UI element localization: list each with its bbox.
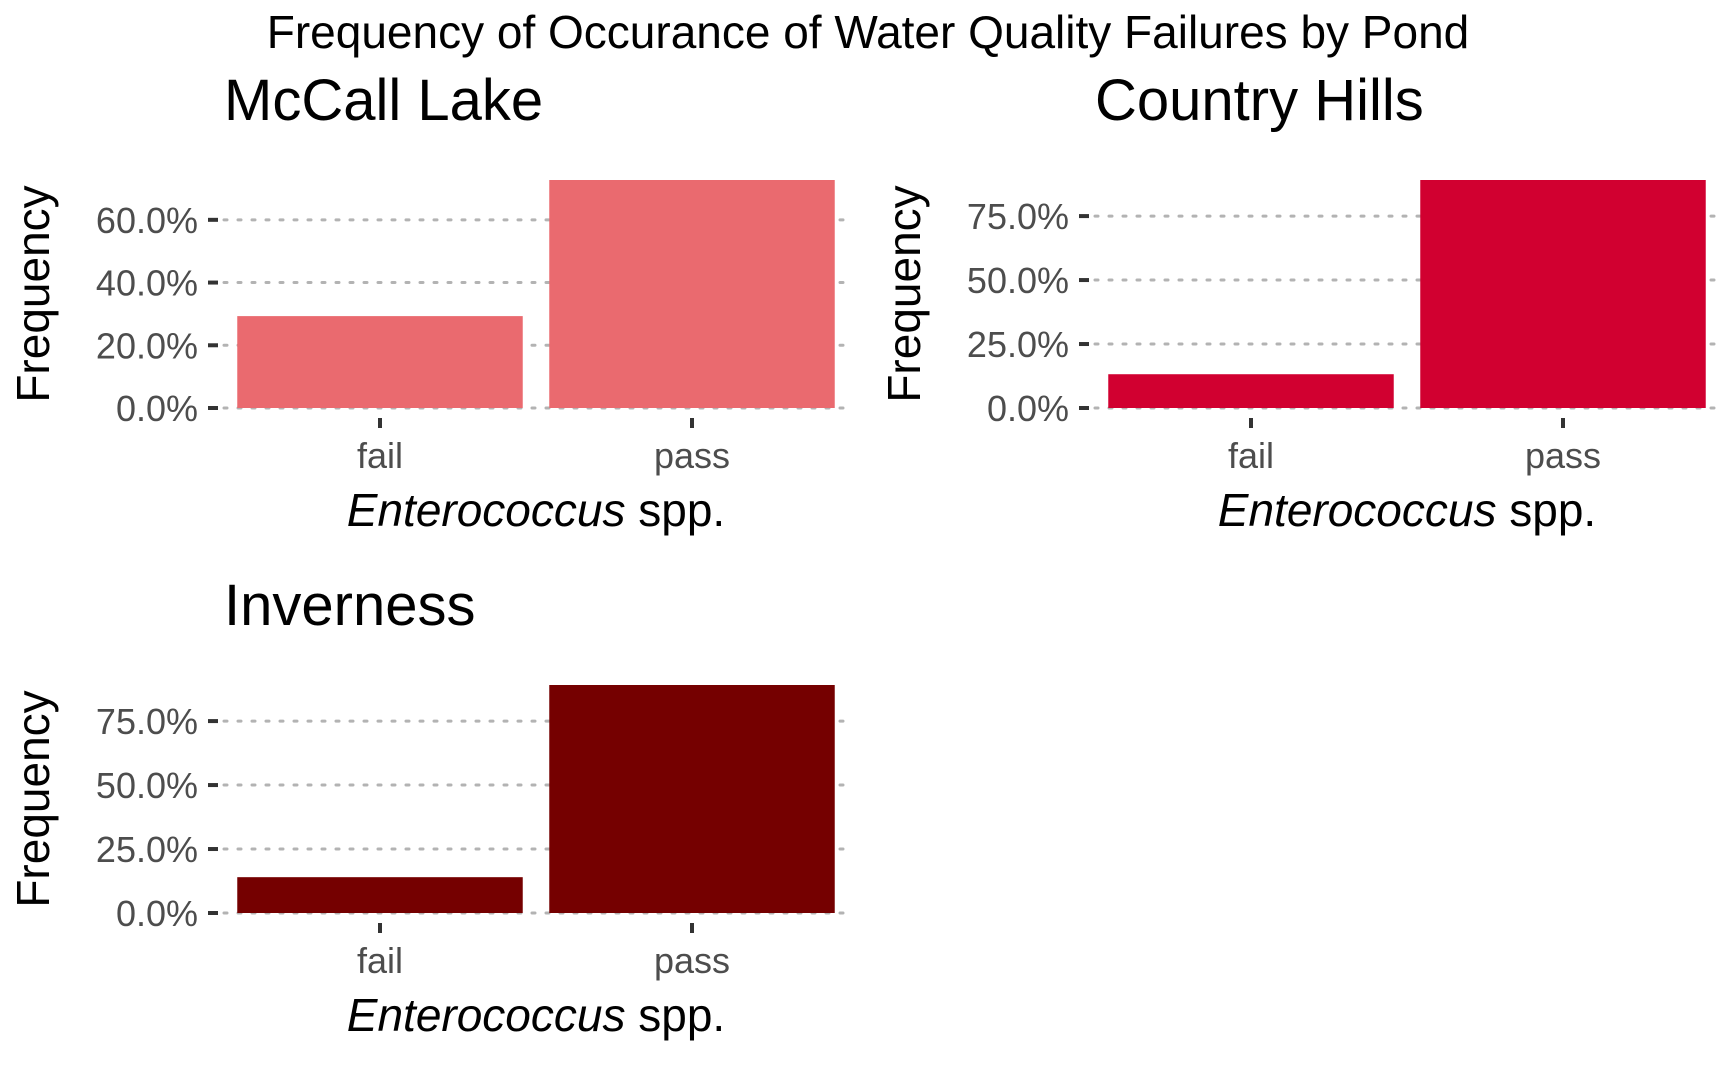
x-axis-title-rest: spp. — [625, 484, 725, 536]
y-tick-label: 50.0% — [96, 765, 198, 806]
x-axis-title: Enterococcus spp. — [347, 989, 725, 1041]
y-axis-title: Frequency — [7, 690, 59, 907]
y-tick-label: 40.0% — [96, 263, 198, 304]
chart-title: Frequency of Occurance of Water Quality … — [267, 6, 1470, 58]
bar-fail — [237, 316, 523, 408]
bar-pass — [1420, 180, 1706, 408]
y-axis-title: Frequency — [878, 185, 930, 402]
x-axis-title-rest: spp. — [625, 989, 725, 1041]
chart-panel: McCall Lake 0.0% 20.0% 40.0% 60.0% fail pass En… — [7, 68, 850, 536]
x-axis-title: Enterococcus spp. — [1218, 484, 1596, 536]
y-tick-label: 0.0% — [116, 388, 198, 429]
x-axis-title-rest: spp. — [1496, 484, 1596, 536]
y-tick-label: 0.0% — [116, 893, 198, 934]
x-tick-label: fail — [357, 435, 403, 476]
x-tick-label: fail — [357, 940, 403, 981]
y-tick-label: 60.0% — [96, 200, 198, 241]
chart-panel: Inverness 0.0% 25.0% 50.0% 75.0% fail pass Ente… — [7, 573, 850, 1041]
panel-title: Country Hills — [1095, 68, 1424, 133]
x-axis-title-italic: Enterococcus — [347, 989, 626, 1041]
y-tick-label: 75.0% — [96, 701, 198, 742]
x-axis-title-italic: Enterococcus — [1218, 484, 1497, 536]
bar-fail — [1108, 374, 1394, 408]
bar-fail — [237, 877, 523, 913]
bar-pass — [549, 180, 835, 408]
y-tick-label: 25.0% — [96, 829, 198, 870]
y-tick-label: 25.0% — [967, 324, 1069, 365]
x-axis-title: Enterococcus spp. — [347, 484, 725, 536]
y-tick-label: 75.0% — [967, 196, 1069, 237]
chart-panels: McCall Lake 0.0% 20.0% 40.0% 60.0% fail pass En… — [7, 68, 1721, 1041]
y-tick-label: 50.0% — [967, 260, 1069, 301]
chart-panel: Country Hills 0.0% 25.0% 50.0% 75.0% fail pass… — [878, 68, 1721, 536]
x-tick-label: pass — [1525, 435, 1601, 476]
y-axis-title: Frequency — [7, 185, 59, 402]
panel-title: Inverness — [224, 573, 475, 638]
x-tick-label: fail — [1228, 435, 1274, 476]
x-tick-label: pass — [654, 940, 730, 981]
x-tick-label: pass — [654, 435, 730, 476]
panel-title: McCall Lake — [224, 68, 543, 133]
y-tick-label: 20.0% — [96, 325, 198, 366]
y-tick-label: 0.0% — [987, 388, 1069, 429]
bar-pass — [549, 685, 835, 913]
x-axis-title-italic: Enterococcus — [347, 484, 626, 536]
